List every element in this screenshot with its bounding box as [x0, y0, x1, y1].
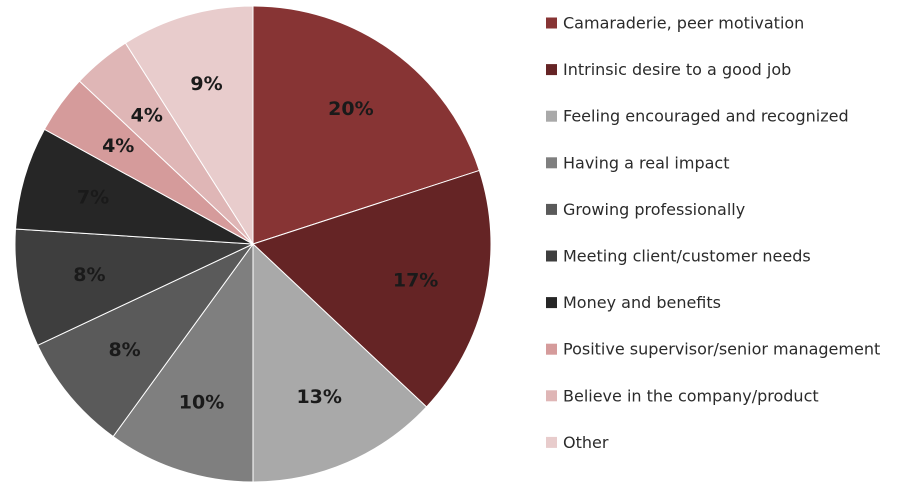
pie-slice [252, 5, 480, 245]
slice-value-label: 9% [190, 73, 222, 95]
legend-label: Camaraderie, peer motivation [563, 14, 804, 33]
legend-swatch [546, 436, 557, 448]
legend-label: Positive supervisor/senior management [563, 340, 880, 359]
pie-slice [14, 228, 254, 347]
slice-value-label: 10% [179, 391, 224, 413]
pie-slice-labels: 20% 17% 13% 10% 8% 8% 7% 4% 4% 9% [73, 73, 438, 413]
legend-item: Positive supervisor/senior management [546, 340, 880, 359]
legend-swatch [546, 297, 557, 309]
legend-swatch [546, 390, 557, 402]
pie-slice [112, 242, 254, 483]
legend-label: Other [563, 433, 609, 452]
legend-swatch [546, 110, 557, 122]
legend-label: Money and benefits [563, 293, 721, 312]
pie-slice [252, 169, 492, 408]
legend-swatch [546, 250, 557, 262]
pie-slice [36, 243, 254, 438]
legend-swatch [546, 343, 557, 355]
slice-value-label: 4% [131, 105, 163, 127]
pie-slice [252, 242, 428, 483]
legend: Camaraderie, peer motivation Intrinsic de… [546, 14, 880, 452]
legend-label: Having a real impact [563, 153, 730, 172]
slice-value-label: 7% [77, 187, 109, 209]
legend-label: Intrinsic desire to a good job [563, 60, 791, 79]
pie-slice [124, 5, 254, 246]
slice-value-label: 13% [296, 386, 341, 408]
legend-label: Growing professionally [563, 200, 745, 219]
legend-label: Believe in the company/product [563, 386, 819, 405]
legend-item: Meeting client/customer needs [546, 247, 811, 266]
legend-item: Growing professionally [546, 200, 745, 219]
slice-value-label: 8% [73, 264, 105, 286]
legend-item: Believe in the company/product [546, 386, 819, 405]
legend-item: Feeling encouraged and recognized [546, 107, 849, 126]
legend-item: Other [546, 433, 609, 452]
legend-item: Having a real impact [546, 153, 730, 172]
slice-value-label: 8% [108, 339, 140, 361]
legend-swatch [546, 157, 557, 169]
legend-label: Feeling encouraged and recognized [563, 107, 849, 126]
legend-item: Money and benefits [546, 293, 721, 312]
legend-item: Intrinsic desire to a good job [546, 60, 791, 79]
slice-value-label: 17% [393, 269, 438, 291]
pie-slice [14, 128, 254, 245]
legend-swatch [546, 64, 557, 76]
legend-swatch [546, 17, 557, 29]
legend-swatch [546, 203, 557, 215]
pie-slices [14, 5, 492, 483]
slice-value-label: 4% [102, 135, 134, 157]
slice-value-label: 20% [328, 98, 373, 120]
legend-label: Meeting client/customer needs [563, 247, 811, 266]
legend-item: Camaraderie, peer motivation [546, 14, 804, 33]
